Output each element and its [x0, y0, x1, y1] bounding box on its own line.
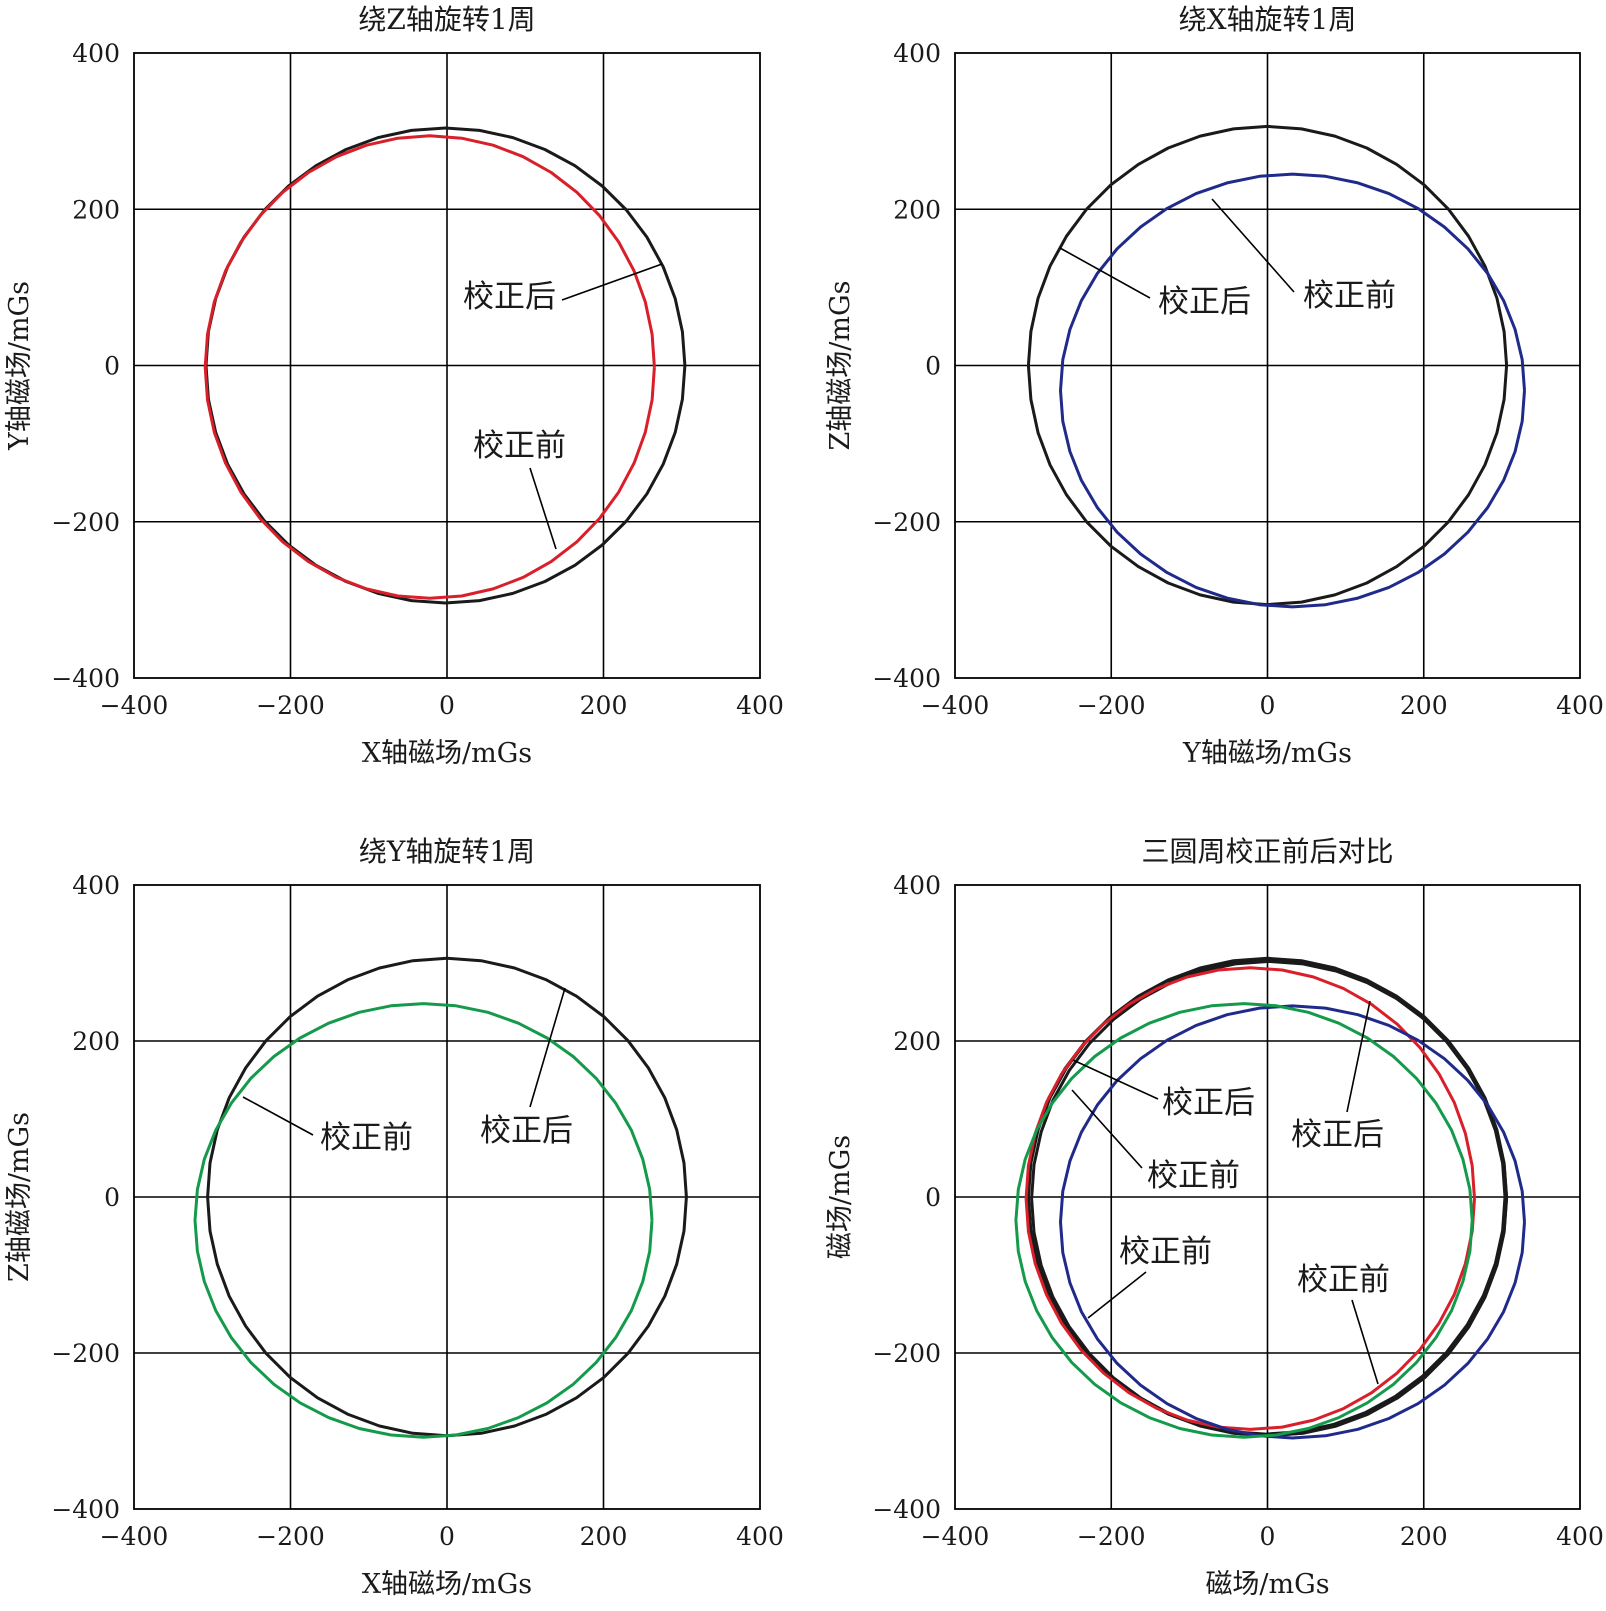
x-axis-label: Y轴磁场/mGs	[1182, 738, 1352, 769]
y-tick-label: 200	[893, 195, 941, 224]
x-tick-label: 400	[736, 691, 784, 720]
x-axis-label: 磁场/mGs	[1205, 1569, 1329, 1600]
series-line-before	[1059, 172, 1526, 609]
series-line-after-3	[1030, 959, 1509, 1438]
x-tick-label: −400	[921, 1522, 990, 1551]
chart-title: 绕Z轴旋转1周	[358, 3, 535, 36]
x-tick-label: 0	[1260, 1522, 1276, 1551]
y-tick-label: −200	[51, 1339, 120, 1368]
chart-panel-3: −400 −200 0 200 400 400 200 0 −200 −400 绕Y轴旋转1周 X轴磁…	[4, 835, 784, 1600]
callout-leader-line	[529, 987, 566, 1108]
callout-leader-line	[1071, 1089, 1143, 1169]
y-tick-label: 0	[925, 352, 941, 381]
callout-label: 校正前	[1147, 1158, 1240, 1194]
y-tick-label: −200	[872, 508, 941, 537]
y-tick-label: 400	[72, 39, 120, 68]
chart-title: 绕X轴旋转1周	[1179, 3, 1357, 36]
x-axis-label: X轴磁场/mGs	[362, 1569, 532, 1600]
plot-frame	[133, 884, 761, 1510]
chart-panel-4: −400 −200 0 200 4004002000−200−400三圆周校正前后对比磁…	[825, 835, 1604, 1600]
callout-label: 校正后	[463, 279, 556, 315]
chart-title: 三圆周校正前后对比	[1141, 835, 1393, 868]
x-axis-label: X轴磁场/mGs	[362, 738, 532, 769]
x-tick-label: 200	[1400, 691, 1448, 720]
chart-title: 绕Y轴旋转1周	[359, 835, 535, 868]
series-line-after	[1026, 124, 1509, 607]
x-tick-label: 400	[1556, 691, 1604, 720]
y-tick-label: 0	[104, 352, 120, 381]
x-tick-label: 400	[736, 1522, 784, 1551]
y-tick-label: 400	[893, 871, 941, 900]
y-tick-label: 0	[104, 1183, 120, 1212]
series-line-before-z	[1024, 966, 1476, 1431]
callout-label: 校正前	[320, 1120, 413, 1156]
callout-leader-line	[1059, 247, 1151, 299]
y-tick-label: −400	[872, 1495, 941, 1524]
callout-label: 校正后	[1158, 284, 1251, 320]
x-tick-label: −200	[256, 1522, 325, 1551]
x-tick-label: −400	[921, 691, 990, 720]
callout-leader-line	[242, 1096, 314, 1136]
callout-label: 校正后	[1291, 1117, 1384, 1153]
series-line-before	[203, 134, 656, 600]
callout-label: 校正前	[1303, 278, 1396, 314]
x-tick-label: 0	[1260, 691, 1276, 720]
x-tick-label: −200	[1077, 691, 1146, 720]
x-tick-label: 200	[1400, 1522, 1448, 1551]
y-tick-label: −200	[51, 508, 120, 537]
callout-leader-line	[1072, 1059, 1159, 1100]
y-tick-label: −400	[872, 664, 941, 693]
callout-label: 校正后	[1162, 1085, 1255, 1121]
x-tick-label: −400	[100, 691, 169, 720]
series-line-before-x	[1059, 1004, 1526, 1440]
series-line-after	[206, 956, 688, 1438]
x-tick-label: −200	[1077, 1522, 1146, 1551]
y-tick-label: 200	[893, 1027, 941, 1056]
plot-frame	[954, 884, 1581, 1510]
callout-leader-line	[1087, 1271, 1147, 1319]
plot-frame	[133, 52, 761, 679]
callout-leader-line	[1211, 198, 1295, 293]
x-tick-label: 0	[439, 1522, 455, 1551]
x-tick-label: 400	[1556, 1522, 1604, 1551]
x-tick-label: 200	[580, 1522, 628, 1551]
y-axis-label: 磁场/mGs	[825, 1135, 856, 1259]
callout-label: 校正后	[480, 1113, 573, 1149]
y-tick-label: −400	[51, 664, 120, 693]
y-tick-label: 400	[893, 39, 941, 68]
callout-label: 校正前	[1119, 1234, 1212, 1270]
y-tick-label: 200	[72, 1027, 120, 1056]
y-tick-label: 400	[72, 871, 120, 900]
y-axis-label: Z轴磁场/mGs	[4, 1112, 35, 1282]
callout-label: 校正前	[1297, 1262, 1390, 1298]
callout-leader-line	[529, 467, 557, 550]
callout-leader-line	[1346, 1000, 1371, 1113]
y-axis-label: Z轴磁场/mGs	[825, 281, 856, 451]
x-tick-label: −200	[256, 691, 325, 720]
callout-leader-line	[561, 263, 663, 301]
y-tick-label: −400	[51, 1495, 120, 1524]
chart-panel-1: −400 −200 0 200 400 400 200 0 −200 −400 绕Z轴旋转1周 X轴磁…	[4, 3, 784, 769]
x-tick-label: 200	[580, 691, 628, 720]
plot-frame	[954, 52, 1581, 679]
y-tick-label: 0	[925, 1183, 941, 1212]
y-tick-label: 200	[72, 195, 120, 224]
x-tick-label: −400	[100, 1522, 169, 1551]
callout-leader-line	[1351, 1299, 1379, 1385]
callout-label: 校正前	[473, 428, 566, 464]
chart-panel-2: −400 −200 0 200 400 400 200 0 −200 −400 绕X轴旋转1周 Y轴磁…	[825, 3, 1604, 769]
series-line-before	[193, 1002, 654, 1439]
y-tick-label: −200	[872, 1339, 941, 1368]
y-axis-label: Y轴磁场/mGs	[4, 281, 35, 451]
series-line-before-y	[1014, 1002, 1474, 1439]
x-tick-label: 0	[439, 691, 455, 720]
